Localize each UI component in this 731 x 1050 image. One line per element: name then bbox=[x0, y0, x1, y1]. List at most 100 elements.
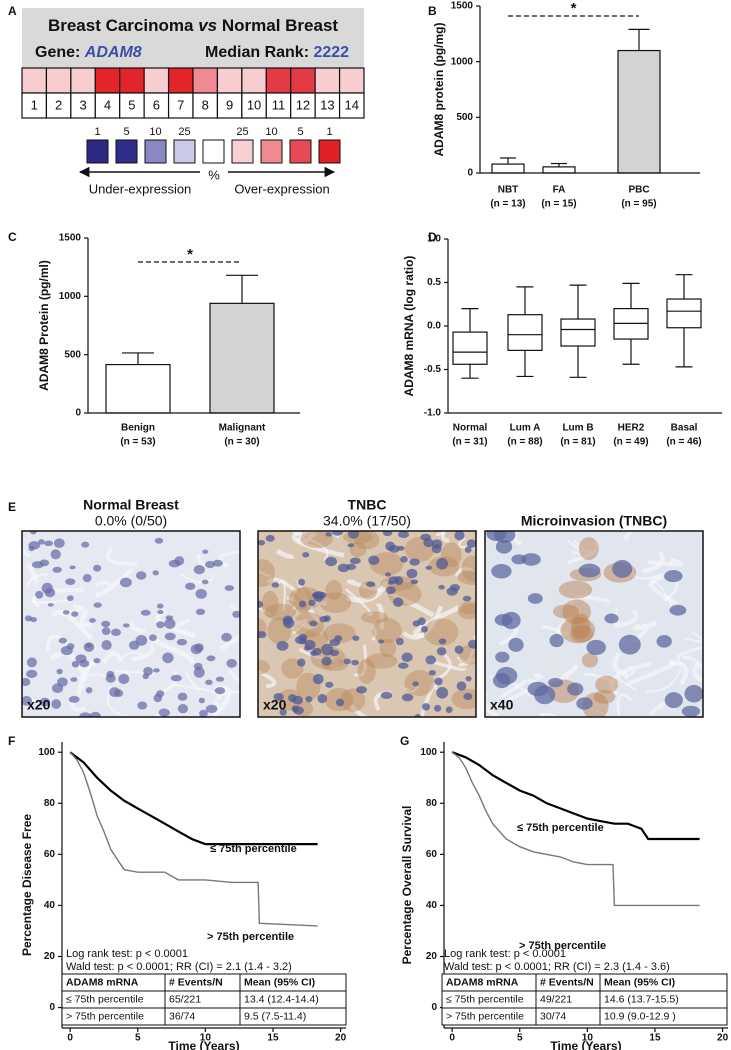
legend-swatch bbox=[173, 139, 196, 164]
table-header: # Events/N bbox=[169, 976, 223, 988]
legend-label: 10 bbox=[149, 126, 161, 138]
nucleus bbox=[57, 677, 68, 687]
nucleus bbox=[576, 697, 593, 710]
nucleus bbox=[273, 692, 284, 701]
tissue-fiber bbox=[556, 609, 582, 636]
nucleus bbox=[258, 600, 264, 609]
under-label: Under-expression bbox=[89, 181, 192, 196]
box bbox=[452, 331, 488, 365]
nucleus bbox=[302, 552, 310, 558]
tissue-fiber bbox=[118, 651, 146, 662]
table-cell: 14.6 (13.7-15.5) bbox=[604, 993, 679, 1005]
nucleus bbox=[549, 633, 564, 648]
y-tick-label: 100 bbox=[38, 747, 55, 758]
nucleus bbox=[81, 541, 90, 548]
legend-unit: % bbox=[208, 167, 220, 182]
legend-swatch bbox=[231, 139, 254, 164]
heatmap-cell bbox=[314, 67, 341, 94]
nucleus bbox=[51, 699, 62, 709]
bar bbox=[105, 363, 171, 414]
x-tick-label: 20 bbox=[717, 1033, 729, 1044]
stained-cell bbox=[595, 675, 619, 694]
nucleus bbox=[53, 538, 65, 548]
stained-cell bbox=[423, 618, 459, 646]
nucleus bbox=[321, 656, 332, 666]
cell-number: 13 bbox=[320, 97, 334, 112]
tissue-fiber bbox=[258, 669, 277, 689]
stained-cell bbox=[293, 612, 324, 638]
series-label: ≤ 75th percentile bbox=[210, 843, 297, 855]
stained-cell bbox=[457, 603, 476, 620]
nucleus bbox=[164, 632, 176, 641]
nucleus bbox=[423, 538, 434, 548]
tissue-fiber bbox=[292, 531, 302, 536]
nucleus bbox=[436, 687, 449, 699]
x-tick-label: Benign bbox=[121, 423, 155, 434]
tissue-fiber bbox=[22, 695, 44, 706]
nucleus bbox=[313, 673, 324, 685]
stained-cell bbox=[300, 531, 334, 549]
nucleus bbox=[385, 586, 396, 595]
histology-title: TNBC bbox=[348, 497, 387, 513]
table-header: ADAM8 mRNA bbox=[66, 976, 139, 988]
heatmap-cell bbox=[265, 67, 292, 94]
cell-number: 12 bbox=[296, 97, 310, 112]
cell-number: 5 bbox=[128, 97, 135, 112]
x-axis-label: Time (Years) bbox=[550, 1039, 621, 1050]
stained-cell bbox=[372, 617, 402, 644]
tissue-fiber bbox=[128, 622, 146, 634]
stained-cell bbox=[258, 659, 271, 675]
stained-cell bbox=[354, 531, 380, 550]
x-tick-label: NBT bbox=[498, 185, 519, 196]
tissue-fiber bbox=[539, 712, 561, 717]
nucleus bbox=[70, 677, 78, 682]
nucleus bbox=[288, 694, 297, 703]
x-axis-label: Time (Years) bbox=[168, 1039, 239, 1050]
image-border bbox=[257, 530, 477, 718]
nucleus bbox=[425, 565, 432, 570]
nucleus bbox=[140, 609, 151, 616]
nucleus bbox=[495, 539, 513, 554]
nucleus bbox=[436, 647, 447, 656]
nucleus bbox=[44, 587, 56, 598]
nucleus bbox=[347, 543, 355, 548]
tissue-fiber bbox=[512, 531, 523, 547]
nucleus bbox=[136, 571, 147, 580]
nucleus bbox=[325, 531, 333, 537]
nucleus bbox=[206, 655, 216, 662]
x-tick-label: 10 bbox=[200, 1033, 212, 1044]
nucleus bbox=[165, 615, 174, 620]
heatmap-cell bbox=[45, 67, 72, 94]
x-tick-label: 5 bbox=[517, 1033, 523, 1044]
table-cell: ≤ 75th percentile bbox=[66, 993, 144, 1005]
stained-cell bbox=[379, 638, 397, 658]
nucleus bbox=[119, 577, 132, 588]
nucleus bbox=[438, 584, 445, 590]
tissue-fiber bbox=[454, 567, 476, 577]
tissue-fiber bbox=[646, 581, 673, 606]
nucleus bbox=[377, 639, 385, 644]
tissue-fiber bbox=[146, 635, 195, 664]
tissue-fiber bbox=[570, 595, 612, 605]
stained-cell bbox=[293, 587, 313, 614]
survival-curve bbox=[69, 751, 318, 846]
legend-swatch bbox=[289, 139, 312, 164]
nucleus bbox=[325, 556, 337, 567]
panel-letter: D bbox=[428, 230, 437, 244]
nucleus bbox=[38, 539, 45, 545]
panel-letter: C bbox=[8, 230, 17, 244]
y-tick-label: 1500 bbox=[59, 233, 82, 244]
panel-letter: A bbox=[8, 4, 17, 18]
x-tick-label: Malignant bbox=[219, 423, 266, 434]
nucleus bbox=[66, 595, 74, 602]
rank: 2222 bbox=[313, 44, 349, 61]
nucleus bbox=[199, 709, 208, 717]
box bbox=[560, 318, 596, 347]
nucleus bbox=[297, 658, 306, 667]
tissue-fiber bbox=[647, 557, 684, 567]
tissue-fiber bbox=[649, 575, 678, 606]
nucleus bbox=[101, 640, 112, 651]
nucleus bbox=[129, 640, 140, 650]
tissue-fiber bbox=[627, 660, 676, 686]
